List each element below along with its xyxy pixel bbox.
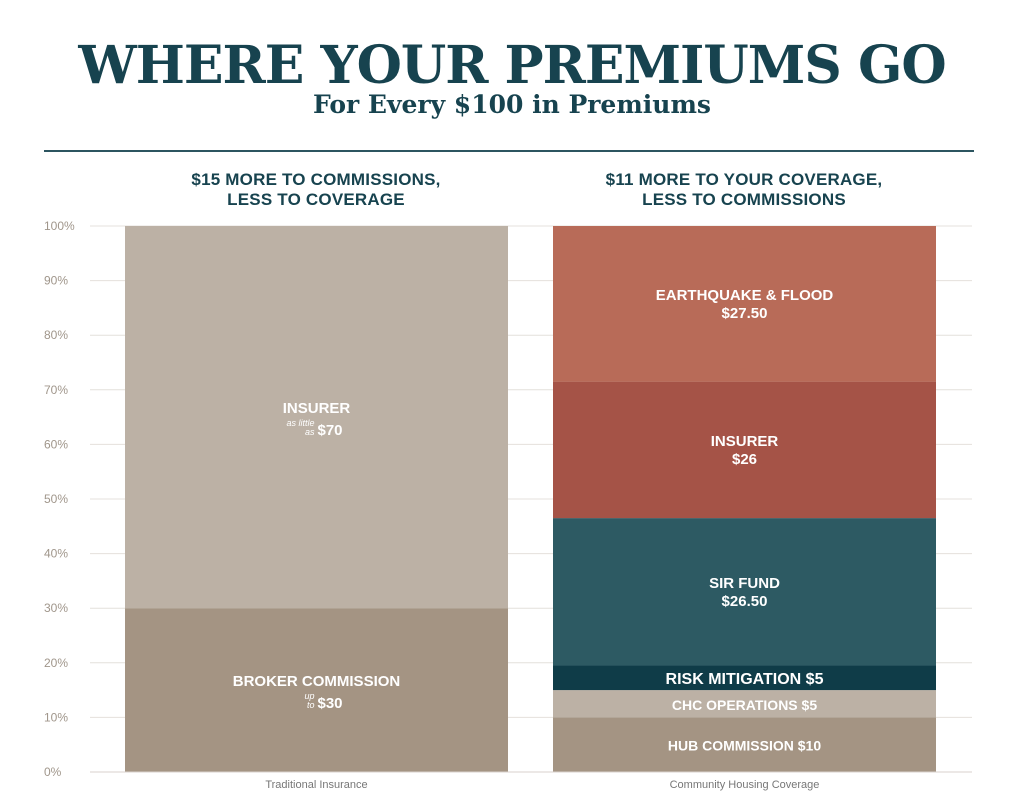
- y-tick-label: 20%: [44, 656, 68, 670]
- y-tick-label: 90%: [44, 274, 68, 288]
- y-tick-label: 40%: [44, 547, 68, 561]
- column-heading-line: $11 MORE TO YOUR COVERAGE,: [605, 170, 883, 189]
- segment-label: EARTHQUAKE & FLOOD: [656, 287, 834, 304]
- column-heading-line: $15 MORE TO COMMISSIONS,: [191, 170, 441, 189]
- bar-segment: [553, 518, 936, 666]
- y-tick-label: 10%: [44, 710, 68, 724]
- bar-segment: [125, 608, 508, 772]
- segment-qualifier: up: [304, 691, 314, 701]
- column-heading-community: $11 MORE TO YOUR COVERAGE, LESS TO COMMI…: [544, 170, 944, 210]
- segment-qualifier: as: [305, 427, 315, 437]
- column-heading-line: LESS TO COMMISSIONS: [642, 190, 846, 209]
- bar-segment: [553, 226, 936, 382]
- x-category-label: Traditional Insurance: [265, 779, 367, 791]
- page-title: WHERE YOUR PREMIUMS GO: [78, 35, 946, 96]
- segment-amount: $70: [318, 422, 343, 439]
- segment-amount: $26: [732, 451, 757, 468]
- bar-segment: [553, 690, 936, 718]
- column-heading-traditional: $15 MORE TO COMMISSIONS, LESS TO COVERAG…: [116, 170, 516, 210]
- y-tick-label: 50%: [44, 492, 68, 506]
- y-tick-label: 30%: [44, 601, 68, 615]
- segment-label: RISK MITIGATION $5: [666, 671, 824, 688]
- segment-label: CHC OPERATIONS $5: [672, 697, 817, 713]
- bar-segment: [553, 381, 936, 519]
- segment-label: INSURER: [711, 433, 779, 450]
- column-heading-line: LESS TO COVERAGE: [227, 190, 405, 209]
- segment-label: INSURER: [283, 400, 351, 417]
- bar-segment: [553, 665, 936, 691]
- segment-amount: $26.50: [722, 593, 768, 610]
- segment-qualifier: as little: [286, 418, 314, 428]
- segment-qualifier: to: [307, 700, 315, 710]
- segment-amount: $30: [318, 695, 343, 712]
- x-category-label: Community Housing Coverage: [670, 779, 820, 791]
- header-divider: [44, 150, 974, 152]
- bar-segment: [553, 717, 936, 772]
- segment-label: SIR FUND: [709, 575, 780, 592]
- y-tick-label: 80%: [44, 328, 68, 342]
- y-tick-label: 70%: [44, 383, 68, 397]
- bar-segment: [125, 226, 508, 609]
- y-tick-label: 0%: [44, 765, 62, 779]
- segment-amount: $27.50: [722, 305, 768, 322]
- segment-label: HUB COMMISSION $10: [668, 738, 821, 754]
- segment-label: BROKER COMMISSION: [233, 673, 401, 690]
- y-tick-label: 60%: [44, 437, 68, 451]
- page-subtitle: For Every $100 in Premiums: [312, 90, 711, 119]
- y-tick-label: 100%: [44, 219, 75, 233]
